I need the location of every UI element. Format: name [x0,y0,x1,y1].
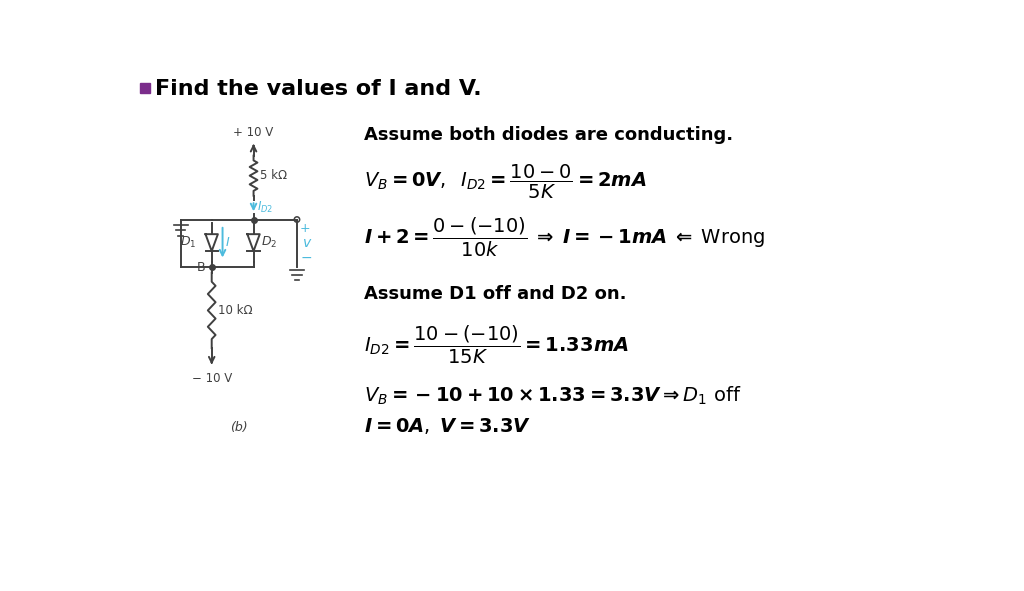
Text: Assume both diodes are conducting.: Assume both diodes are conducting. [365,126,733,144]
Text: $\boldsymbol{I+2 = \dfrac{0-(-10)}{10k} \;\Rightarrow\; I = -1mA \;\Leftarrow\; : $\boldsymbol{I+2 = \dfrac{0-(-10)}{10k} … [365,216,766,259]
Text: + 10 V: + 10 V [233,126,273,139]
Text: $D_1$: $D_1$ [180,235,197,250]
Text: − 10 V: − 10 V [191,372,231,385]
Text: $\boldsymbol{V_B = -10+10\times1.33 = 3.3V \Rightarrow D_1\ \mathrm{off}}$: $\boldsymbol{V_B = -10+10\times1.33 = 3.… [365,385,742,407]
Bar [139,83,150,93]
Text: (b): (b) [230,421,248,434]
Text: +: + [300,222,310,235]
Text: −: − [300,251,311,265]
Text: $\mathit{v}$: $\mathit{v}$ [302,236,312,249]
Text: Assume D1 off and D2 on.: Assume D1 off and D2 on. [365,285,627,303]
Text: 10 kΩ: 10 kΩ [218,304,253,317]
Text: 5 kΩ: 5 kΩ [260,169,287,182]
Text: B: B [197,261,206,274]
Text: Find the values of I and V.: Find the values of I and V. [155,79,481,99]
Text: $D_2$: $D_2$ [261,235,278,250]
Text: $\boldsymbol{V_B = 0V, \;\; I_{D2} = \dfrac{10-0}{5K} = 2mA}$: $\boldsymbol{V_B = 0V, \;\; I_{D2} = \df… [365,163,647,202]
Text: $\mathit{I}$: $\mathit{I}$ [225,236,230,249]
Text: $\boldsymbol{I = 0A, \; V = 3.3V}$: $\boldsymbol{I = 0A, \; V = 3.3V}$ [365,416,531,436]
Text: $\mathit{I}_{D2}$: $\mathit{I}_{D2}$ [257,200,273,215]
Text: $\boldsymbol{I_{D2} = \dfrac{10-(-10)}{15K} = 1.33mA}$: $\boldsymbol{I_{D2} = \dfrac{10-(-10)}{1… [365,323,629,366]
